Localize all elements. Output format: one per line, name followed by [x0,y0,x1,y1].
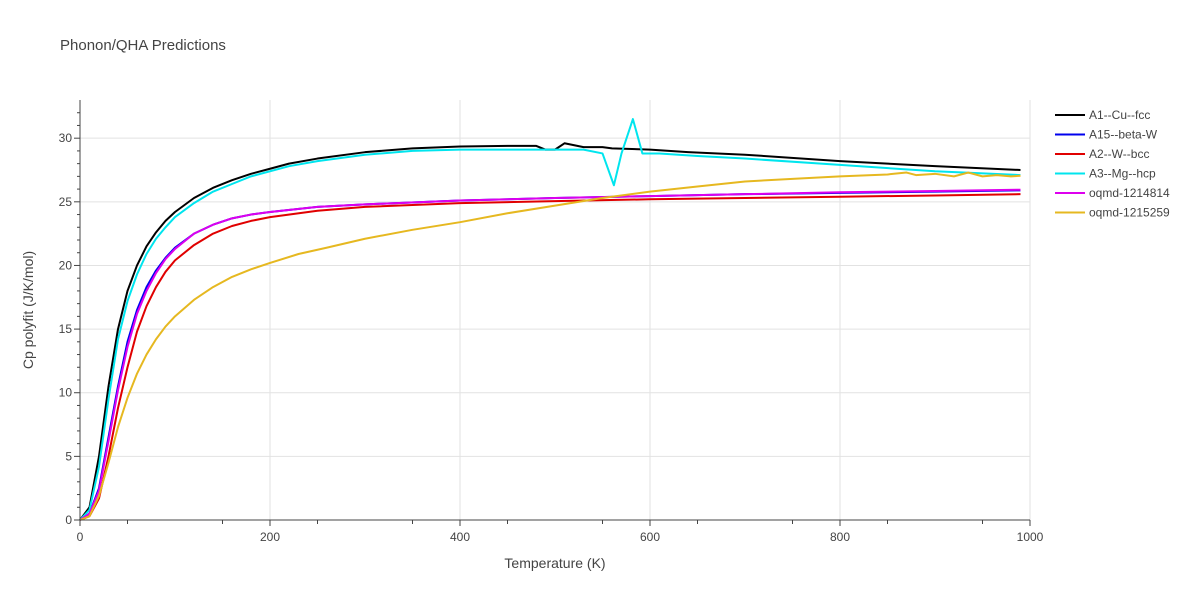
series-layer [79,118,1021,521]
y-tick-label: 10 [59,386,73,400]
series-line-oqmd-1215259 [79,171,1021,521]
y-tick-label: 20 [59,258,73,272]
x-tick-label: 400 [450,530,470,544]
series-line-a1-cu-fcc [79,142,1021,521]
x-tick-label: 600 [640,530,660,544]
plot-background [80,100,1030,520]
series-line-a3-mg-hcp [79,118,1021,521]
x-tick-label: 1000 [1017,530,1044,544]
x-tick-label: 200 [260,530,280,544]
y-tick-label: 15 [59,322,73,336]
legend-entry[interactable]: A1--Cu--fcc [1089,108,1150,122]
x-axis-title: Temperature (K) [504,555,605,571]
y-tick-label: 25 [59,195,73,209]
x-tick-label: 800 [830,530,850,544]
y-tick-label: 5 [65,449,72,463]
axes: 0 200 400 600 800 1000 0 5 10 15 20 25 30 [59,100,1044,544]
legend-entry[interactable]: oqmd-1215259 [1089,206,1170,220]
chart-title: Phonon/QHA Predictions [60,37,226,54]
legend-entry[interactable]: A3--Mg--hcp [1089,167,1156,181]
series-line-oqmd-1214814 [79,188,1021,521]
y-tick-label: 0 [65,513,72,527]
x-tick-label: 0 [77,530,84,544]
y-tick-label: 30 [59,131,73,145]
legend-entry[interactable]: A2--W--bcc [1089,147,1149,161]
y-axis-title: Cp polyfit (J/K/mol) [20,251,36,369]
legend: A1--Cu--fcc A15--beta-W A2--W--bcc A3--Mg--… [1055,108,1170,220]
series-line-a2-w-bcc [79,193,1021,521]
legend-entry[interactable]: oqmd-1214814 [1089,186,1170,200]
legend-entry[interactable]: A15--beta-W [1089,128,1158,142]
